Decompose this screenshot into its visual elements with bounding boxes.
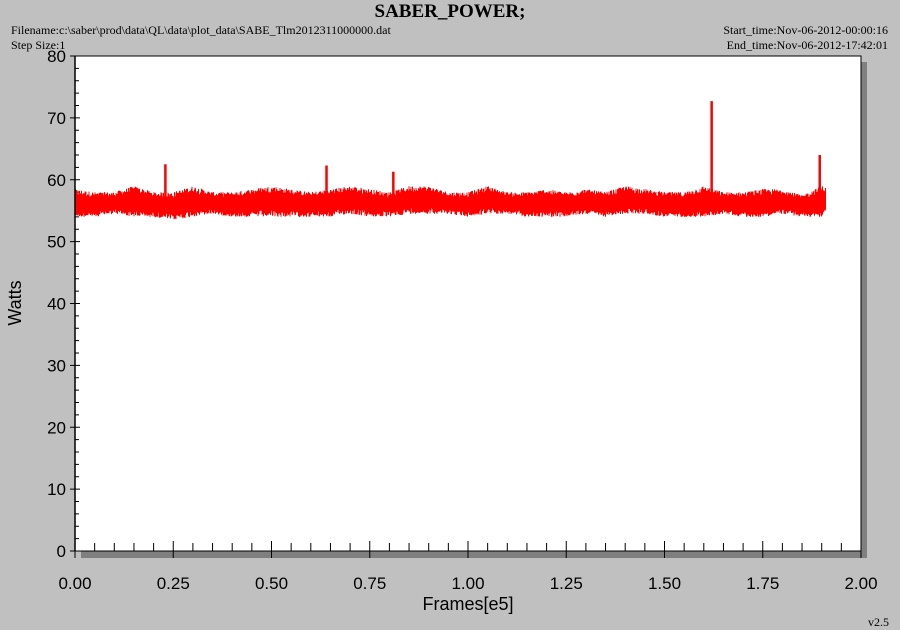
x-tick-label: 1.00 xyxy=(451,574,484,593)
filename-label: Filename:c:\saber\prod\data\QL\data\plot… xyxy=(11,23,391,37)
step-size-label: Step Size:1 xyxy=(11,38,66,52)
y-tick-label: 60 xyxy=(47,171,66,190)
plot-area xyxy=(74,55,862,552)
y-tick-label: 10 xyxy=(47,480,66,499)
start-time-label: Start_time:Nov-06-2012-00:00:16 xyxy=(723,23,888,37)
y-tick-label: 40 xyxy=(47,295,66,314)
x-tick-label: 1.50 xyxy=(648,574,681,593)
x-tick-label: 0.50 xyxy=(255,574,288,593)
x-tick-label: 1.25 xyxy=(550,574,583,593)
end-time-label: End_time:Nov-06-2012-17:42:01 xyxy=(726,38,888,52)
x-axis-label: Frames[e5] xyxy=(422,594,513,614)
x-tick-label: 1.75 xyxy=(746,574,779,593)
y-tick-label: 20 xyxy=(47,418,66,437)
y-axis-label: Watts xyxy=(5,280,25,325)
x-tick-label: 2.00 xyxy=(844,574,877,593)
power-series xyxy=(74,101,826,220)
y-tick-label: 30 xyxy=(47,356,66,375)
y-tick-label: 70 xyxy=(47,109,66,128)
chart-title: SABER_POWER; xyxy=(374,1,526,22)
x-tick-label: 0.75 xyxy=(353,574,386,593)
y-axis: 0 10 20 30 40 50 60 70 80 xyxy=(47,47,80,561)
y-tick-label: 50 xyxy=(47,233,66,252)
y-tick-label: 80 xyxy=(47,47,66,66)
x-tick-label: 0.25 xyxy=(157,574,190,593)
version-label: v2.5 xyxy=(868,615,889,629)
x-tick-label: 0.00 xyxy=(58,574,91,593)
y-tick-label: 0 xyxy=(57,542,66,561)
x-axis: 0.00 0.25 0.50 0.75 1.00 1.25 1.50 1.75 2.00 xyxy=(58,541,878,593)
